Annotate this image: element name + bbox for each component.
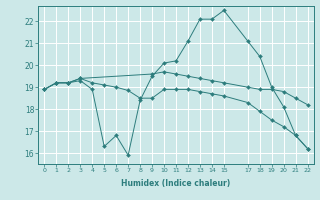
X-axis label: Humidex (Indice chaleur): Humidex (Indice chaleur) (121, 179, 231, 188)
